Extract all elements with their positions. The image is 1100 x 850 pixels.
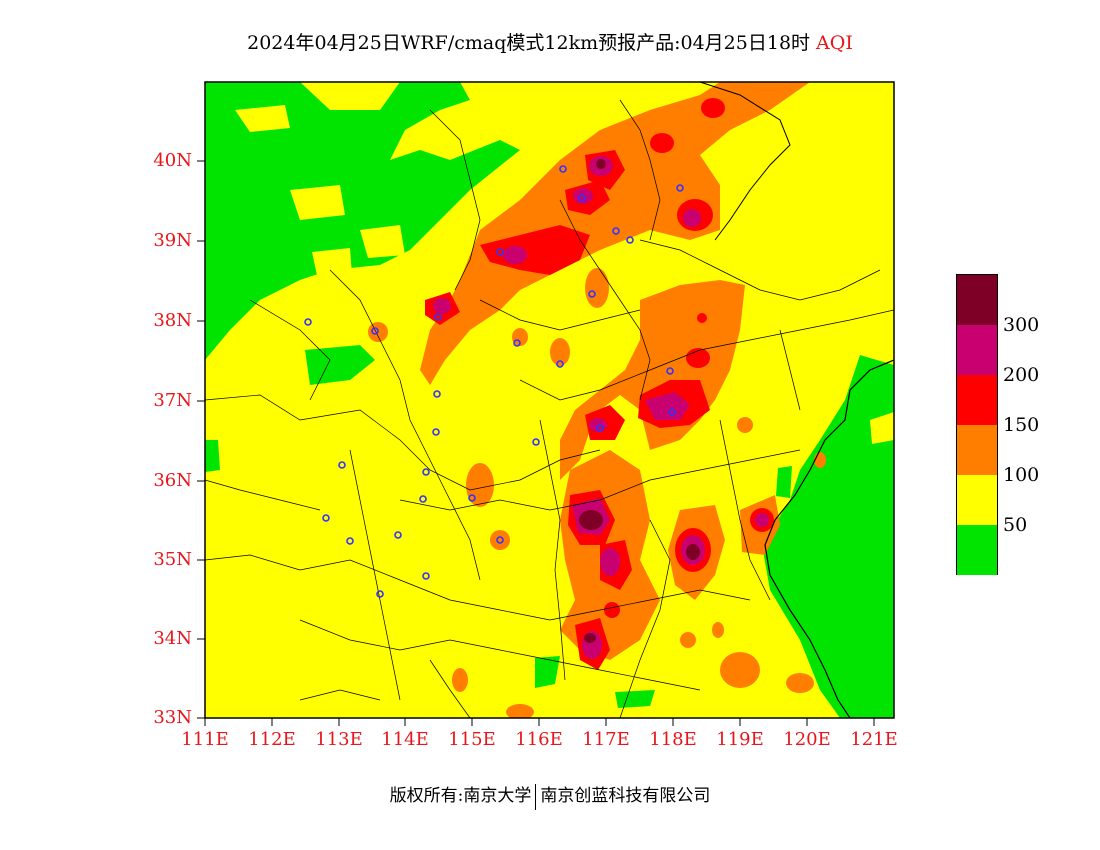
admin-boundaries [205,99,894,718]
legend-label: 300 [1003,314,1040,336]
copyright-right: 南京创蓝科技有限公司 [540,786,711,806]
island-c [312,248,352,280]
maroon-core-b [579,510,603,530]
legend-swatch-unhealthy-sensitive [957,425,997,475]
maroon-zones [579,159,700,643]
purple-core-b [573,188,593,204]
purple-core-c [503,246,527,264]
island-b [290,185,345,220]
legend-label: 100 [1003,464,1040,486]
green-zone-patch-d [615,690,655,708]
maroon-core-a [596,159,606,169]
orange-blob-k [737,417,753,433]
orange-blob-d [490,530,510,550]
copyright-left: 版权所有:南京大学 [389,786,532,806]
city-markers [304,165,684,598]
title-text: 2024年04月25日WRF/cmaq模式12km预报产品:04月25日18时 [247,32,811,54]
green-zone-patch-c [535,656,560,688]
chart-title: 2024年04月25日WRF/cmaq模式12km预报产品:04月25日18时 A… [0,28,1100,55]
map-frame [204,81,895,719]
lon-tick-label: 112E [248,729,296,750]
map-plot-area [205,82,894,718]
footer-divider [535,783,537,810]
lon-tick-label: 114E [381,729,429,750]
aqi-legend [956,274,998,575]
lon-tick-label: 116E [515,729,563,750]
lat-tick-label: 40N [153,150,192,171]
purple-core-k [755,513,769,527]
axis-ticks [197,160,875,726]
red-core-f [650,133,674,153]
red-core-e [701,98,725,118]
lon-tick-label: 119E [716,729,764,750]
legend-swatch-hazardous [957,275,997,325]
lon-tick-label: 120E [783,729,831,750]
lon-tick-label: 115E [448,729,496,750]
orange-blob-m [680,632,696,648]
lon-tick-label: 113E [315,729,363,750]
lon-tick-label: 118E [649,729,697,750]
lon-tick-label: 117E [582,729,630,750]
legend-swatch-good [957,525,997,575]
purple-core-d [433,298,451,314]
legend-swatch-unhealthy [957,375,997,425]
lat-tick-label: 35N [153,549,192,570]
green-zone-northwest [205,82,520,360]
green-zone-sea [762,355,894,718]
coastline [764,359,894,718]
lat-tick-label: 39N [153,230,192,251]
island-d [360,225,405,258]
good-air-zones [205,82,894,718]
legend-label: 200 [1003,364,1040,386]
maroon-core-c [686,544,700,560]
lon-tick-label: 121E [850,729,898,750]
orange-blob-o [452,668,468,692]
lon-tick-label: 111E [181,729,229,750]
red-core-p [604,602,620,618]
orange-blob-c [466,463,494,507]
orange-blob-g [585,268,609,308]
red-core-a [480,225,590,275]
red-core-q [697,313,707,323]
legend-label: 50 [1003,514,1028,536]
island-a [235,105,290,132]
orange-blob-n [712,622,724,638]
coastline-bohai [699,82,791,241]
green-zone-patch-e [776,466,792,498]
lat-tick-label: 33N [153,707,192,728]
orange-blob-j [786,673,814,693]
legend-swatch-moderate [957,475,997,525]
orange-blob-i [720,652,760,688]
green-zone-patch-b [205,440,220,472]
purple-core-f [645,392,690,420]
maroon-core-d [584,633,596,643]
purple-core-e [683,209,701,227]
moderate-islands [235,105,894,444]
orange-plume-east [560,280,745,480]
legend-label: 150 [1003,414,1040,436]
orange-blob-l [814,452,826,468]
purple-core-i [600,548,620,576]
lat-tick-label: 34N [153,628,192,649]
copyright-footer: 版权所有:南京大学 南京创蓝科技有限公司 [0,781,1100,810]
orange-blob-f [550,338,570,366]
lat-tick-label: 38N [153,310,192,331]
lat-tick-label: 37N [153,390,192,411]
lat-tick-label: 36N [153,470,192,491]
island-e [870,412,894,444]
legend-swatch-very-unhealthy [957,325,997,375]
orange-blob-e [512,328,528,346]
variable-label: AQI [816,32,853,54]
orange-blob-p [506,704,534,718]
